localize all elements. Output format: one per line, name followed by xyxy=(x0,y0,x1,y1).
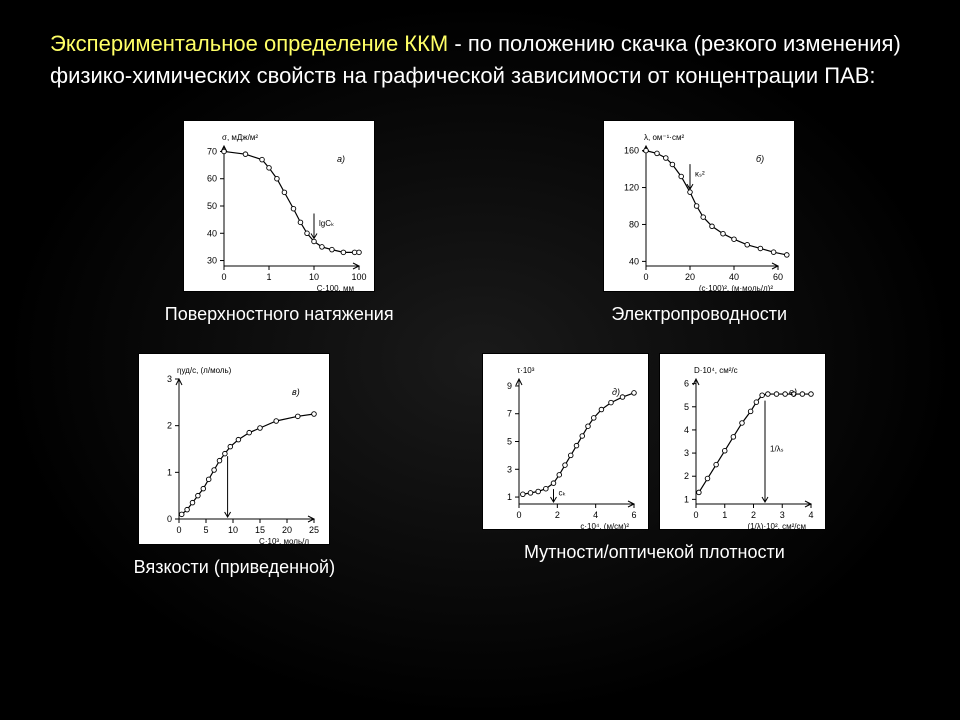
svg-text:6: 6 xyxy=(684,378,689,388)
svg-text:60: 60 xyxy=(207,174,217,184)
svg-text:1: 1 xyxy=(507,492,512,502)
svg-text:4: 4 xyxy=(594,510,599,520)
svg-text:c·10⁴, (м/см)²: c·10⁴, (м/см)² xyxy=(581,522,630,529)
svg-text:40: 40 xyxy=(207,228,217,238)
svg-text:в): в) xyxy=(292,387,300,397)
svg-text:2: 2 xyxy=(555,510,560,520)
svg-text:1: 1 xyxy=(267,272,272,282)
svg-text:120: 120 xyxy=(624,182,639,192)
chart-d-left: 1 3 5 7 9 0 2 4 6 cₖ τ·10³ c·10⁴, (м/см)² д) xyxy=(482,353,649,530)
svg-text:0: 0 xyxy=(644,272,649,282)
svg-text:9: 9 xyxy=(507,381,512,391)
svg-text:3: 3 xyxy=(167,374,172,384)
chart-block-c: 0 1 2 3 0 5 10 15 20 25 ηуд/c, (л/моль) C·10³, моль… xyxy=(134,353,335,578)
chart-d-right: 123456012341/λₛD·10⁴, см²/с(1/λ)·10², см… xyxy=(659,353,826,530)
svg-text:(c·100)², (м·моль/л)²: (c·100)², (м·моль/л)² xyxy=(699,284,773,291)
svg-text:20: 20 xyxy=(685,272,695,282)
caption-b: Электропроводности xyxy=(611,304,787,325)
svg-text:60: 60 xyxy=(773,272,783,282)
svg-text:40: 40 xyxy=(729,272,739,282)
svg-text:2: 2 xyxy=(751,510,756,520)
svg-text:15: 15 xyxy=(255,525,265,535)
svg-text:σ, мДж/м²: σ, мДж/м² xyxy=(222,133,258,142)
svg-text:cₖ: cₖ xyxy=(559,488,566,497)
heading-highlight: Экспериментальное определение ККМ xyxy=(50,31,448,56)
svg-text:6: 6 xyxy=(632,510,637,520)
svg-text:10: 10 xyxy=(309,272,319,282)
chart-b: 40 80 120 160 0 20 40 60 κₛ² λ, ом⁻¹·см² (c·100)²,… xyxy=(603,120,795,292)
svg-text:C·100, мм: C·100, мм xyxy=(317,284,354,291)
svg-text:0: 0 xyxy=(167,514,172,524)
svg-text:50: 50 xyxy=(207,201,217,211)
svg-text:20: 20 xyxy=(282,525,292,535)
svg-text:(1/λ)·10², см²/см: (1/λ)·10², см²/см xyxy=(748,522,807,529)
caption-a: Поверхностного натяжения xyxy=(165,304,394,325)
svg-text:5: 5 xyxy=(684,402,689,412)
chart-c: 0 1 2 3 0 5 10 15 20 25 ηуд/c, (л/моль) C·10³, моль… xyxy=(138,353,330,545)
svg-text:D·10⁴, см²/с: D·10⁴, см²/с xyxy=(694,366,738,375)
svg-text:τ·10³: τ·10³ xyxy=(517,366,535,375)
svg-text:80: 80 xyxy=(629,219,639,229)
svg-text:100: 100 xyxy=(352,272,367,282)
svg-text:lgCₖ: lgCₖ xyxy=(319,219,334,228)
svg-text:д): д) xyxy=(612,387,620,397)
svg-text:4: 4 xyxy=(684,425,689,435)
svg-text:7: 7 xyxy=(507,409,512,419)
svg-text:40: 40 xyxy=(629,256,639,266)
svg-text:C·10³, моль/л: C·10³, моль/л xyxy=(259,537,309,544)
svg-text:λ, ом⁻¹·см²: λ, ом⁻¹·см² xyxy=(644,133,684,142)
chart-block-b: 40 80 120 160 0 20 40 60 κₛ² λ, ом⁻¹·см² (c·100)²,… xyxy=(603,120,795,325)
svg-text:70: 70 xyxy=(207,146,217,156)
svg-text:0: 0 xyxy=(694,510,699,520)
svg-text:е): е) xyxy=(789,387,797,397)
svg-text:1: 1 xyxy=(723,510,728,520)
svg-text:30: 30 xyxy=(207,255,217,265)
svg-text:3: 3 xyxy=(507,464,512,474)
svg-text:25: 25 xyxy=(309,525,319,535)
svg-text:κₛ²: κₛ² xyxy=(695,169,705,178)
svg-text:5: 5 xyxy=(507,436,512,446)
svg-text:1: 1 xyxy=(167,467,172,477)
svg-text:5: 5 xyxy=(204,525,209,535)
svg-text:а): а) xyxy=(337,154,345,164)
charts-row-2: 01230510152025ηуд/c, (л/моль)C·10³, моль… xyxy=(0,325,960,578)
svg-text:2: 2 xyxy=(684,471,689,481)
chart-block-d: 1 3 5 7 9 0 2 4 6 cₖ τ·10³ c·10⁴, (м/см)² д) 1 2 3 4 5 6 0… xyxy=(482,353,826,578)
svg-text:10: 10 xyxy=(228,525,238,535)
svg-text:160: 160 xyxy=(624,145,639,155)
chart-block-a: 30 40 50 60 70 0 1 10 100 lgCₖ σ, мДж/м² C·100, мм а… xyxy=(165,120,394,325)
charts-row-1: 30 40 50 60 70 0 1 10 100 lgCₖ σ, мДж/м² C·100, мм а… xyxy=(0,102,960,325)
slide-heading: Экспериментальное определение ККМ - по п… xyxy=(0,0,960,102)
svg-text:б): б) xyxy=(756,154,764,164)
svg-text:1: 1 xyxy=(684,494,689,504)
svg-text:0: 0 xyxy=(177,525,182,535)
caption-c: Вязкости (приведенной) xyxy=(134,557,335,578)
svg-text:3: 3 xyxy=(684,448,689,458)
chart-a: 30 40 50 60 70 0 1 10 100 lgCₖ σ, мДж/м² C·100, мм а… xyxy=(183,120,375,292)
svg-text:4: 4 xyxy=(809,510,814,520)
svg-text:ηуд/c, (л/моль): ηуд/c, (л/моль) xyxy=(177,366,232,375)
svg-text:0: 0 xyxy=(517,510,522,520)
svg-text:1/λₛ: 1/λₛ xyxy=(770,444,784,453)
svg-text:3: 3 xyxy=(780,510,785,520)
caption-d: Мутности/оптичекой плотности xyxy=(524,542,785,563)
svg-text:2: 2 xyxy=(167,420,172,430)
svg-text:0: 0 xyxy=(222,272,227,282)
